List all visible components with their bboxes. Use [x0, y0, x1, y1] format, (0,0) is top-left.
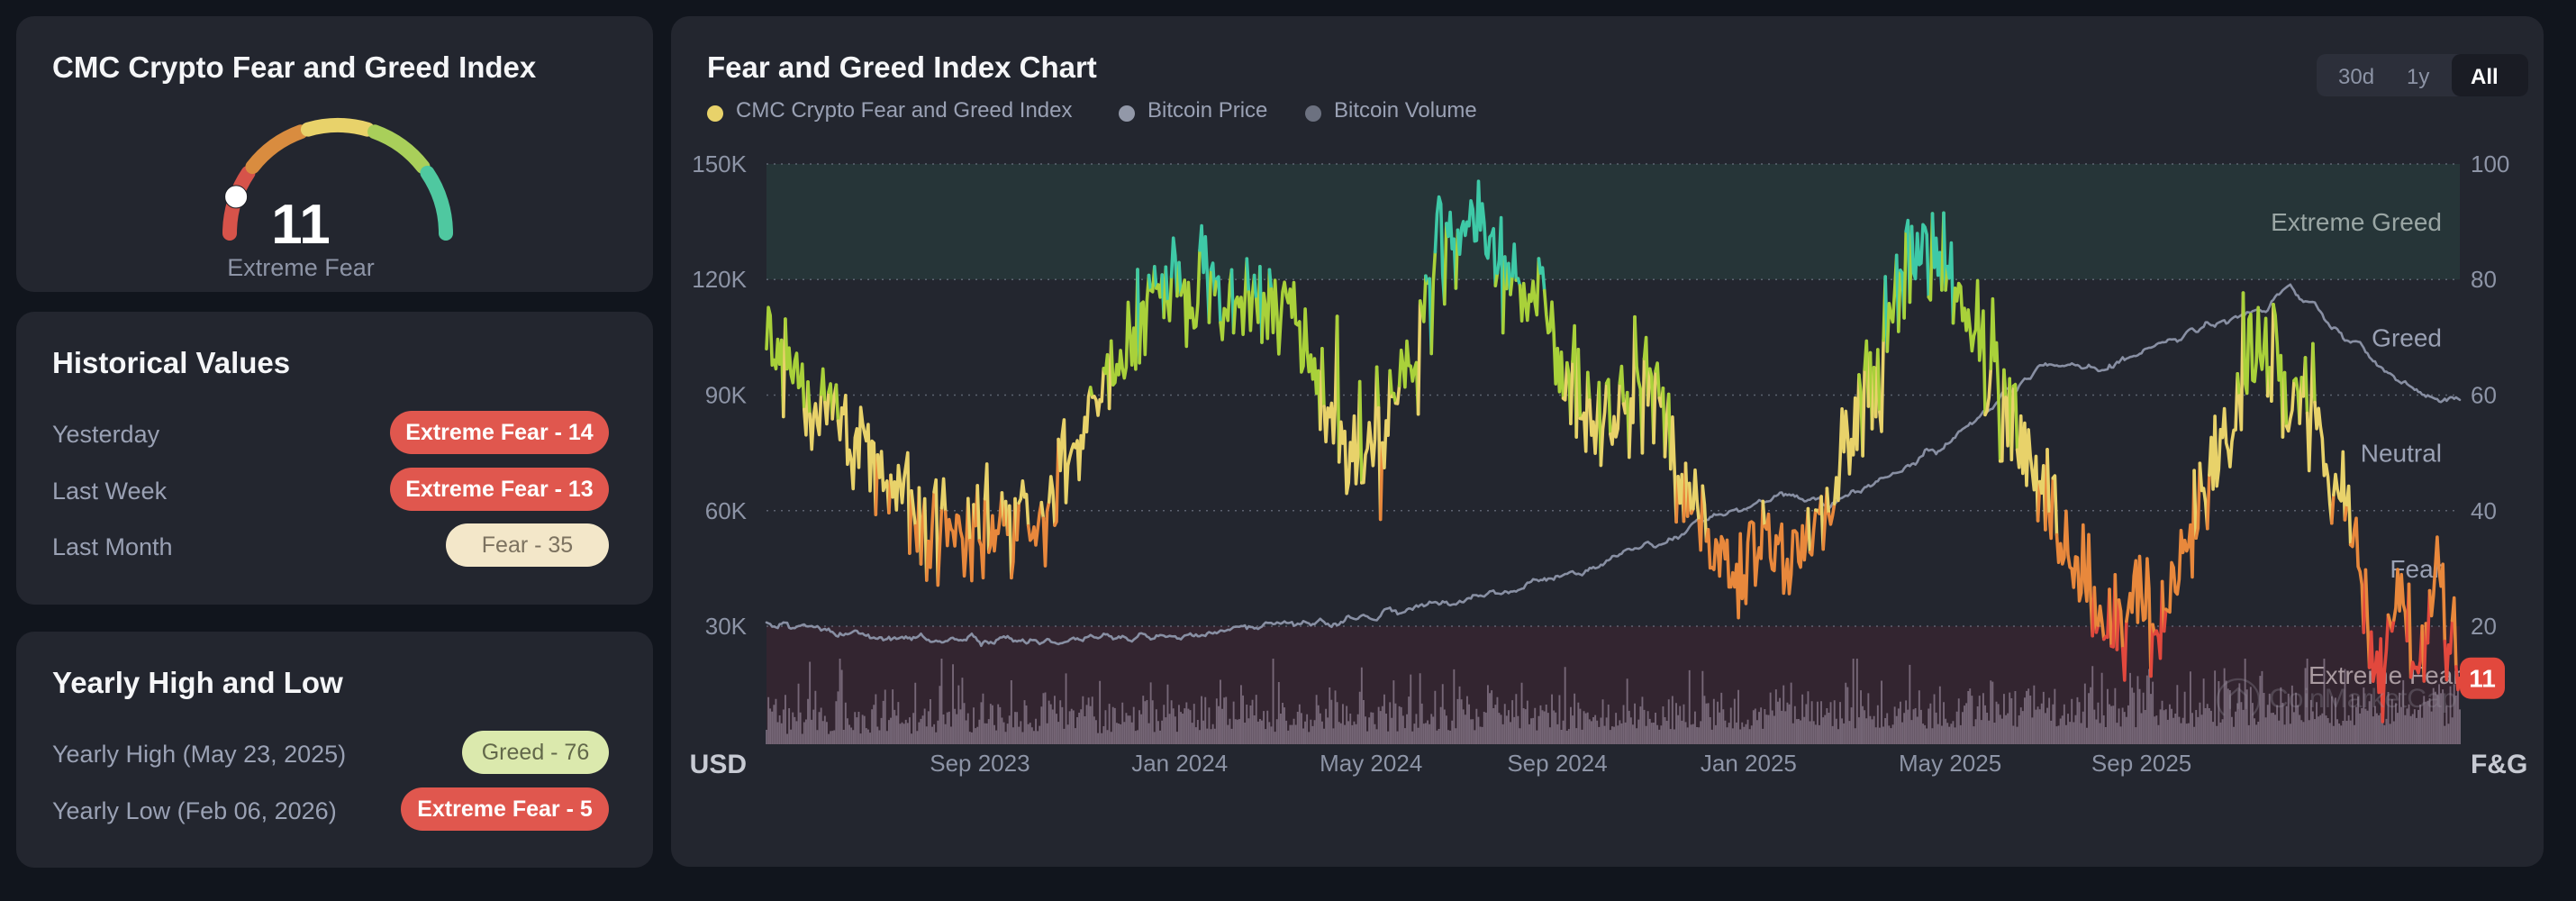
svg-text:F&G: F&G — [2471, 750, 2527, 779]
svg-text:Sep 2024: Sep 2024 — [1507, 750, 1607, 777]
svg-text:USD: USD — [690, 750, 747, 779]
svg-text:Greed: Greed — [2372, 323, 2442, 351]
svg-text:60K: 60K — [705, 497, 748, 524]
svg-text:Neutral: Neutral — [2361, 440, 2442, 468]
svg-text:40: 40 — [2471, 497, 2497, 524]
svg-text:Jan 2024: Jan 2024 — [1131, 750, 1228, 777]
svg-text:Extreme Greed: Extreme Greed — [2271, 208, 2442, 236]
svg-text:100: 100 — [2471, 150, 2509, 177]
svg-text:90K: 90K — [705, 382, 748, 409]
svg-text:Sep 2023: Sep 2023 — [930, 750, 1029, 777]
svg-text:20: 20 — [2471, 613, 2497, 640]
svg-text:80: 80 — [2471, 266, 2497, 293]
svg-text:Jan 2025: Jan 2025 — [1701, 750, 1797, 777]
svg-text:May 2024: May 2024 — [1320, 750, 1422, 777]
svg-text:Sep 2025: Sep 2025 — [2091, 750, 2191, 777]
svg-text:30K: 30K — [705, 613, 748, 640]
svg-text:CoinMarketCap: CoinMarketCap — [2269, 684, 2456, 714]
svg-text:120K: 120K — [692, 266, 747, 293]
svg-text:150K: 150K — [692, 150, 747, 177]
svg-text:May 2025: May 2025 — [1899, 750, 2001, 777]
svg-text:60: 60 — [2471, 382, 2497, 409]
svg-text:11: 11 — [2469, 665, 2496, 693]
